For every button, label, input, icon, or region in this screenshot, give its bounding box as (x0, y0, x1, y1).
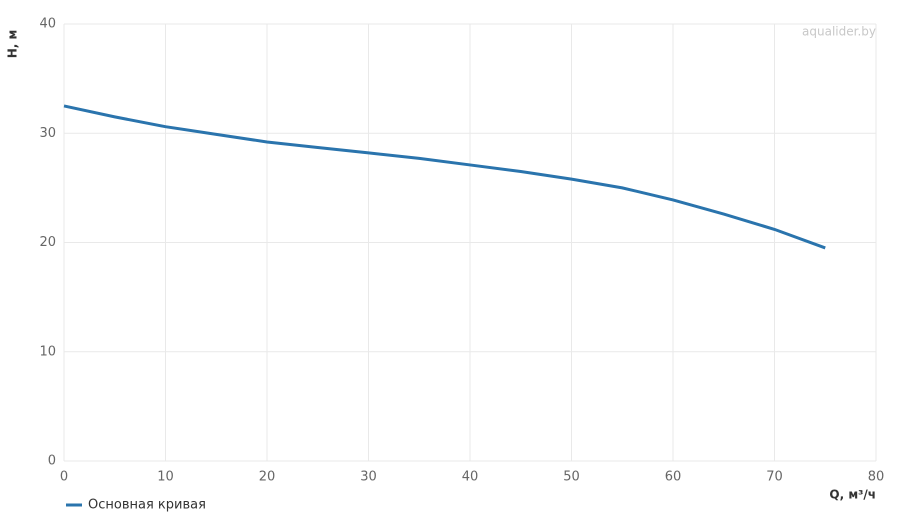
x-tick-label: 70 (766, 470, 783, 485)
x-tick-label: 40 (462, 470, 479, 485)
x-tick-label: 10 (157, 470, 174, 485)
y-axis-title: H, м (6, 30, 20, 59)
legend-label[interactable]: Основная кривая (88, 498, 206, 513)
x-tick-label: 20 (259, 470, 276, 485)
x-tick-label: 50 (563, 470, 580, 485)
x-tick-label: 60 (665, 470, 682, 485)
watermark: aqualider.by (802, 25, 876, 39)
x-tick-label: 30 (360, 470, 377, 485)
x-tick-label: 0 (60, 470, 68, 485)
y-tick-label: 40 (39, 17, 56, 32)
y-tick-label: 20 (39, 235, 56, 250)
x-tick-label: 80 (868, 470, 885, 485)
y-tick-label: 0 (48, 454, 56, 469)
series-line (63, 104, 826, 250)
y-tick-label: 10 (39, 344, 56, 359)
y-tick-label: 30 (39, 126, 56, 141)
x-axis-title: Q, м³/ч (829, 488, 876, 502)
